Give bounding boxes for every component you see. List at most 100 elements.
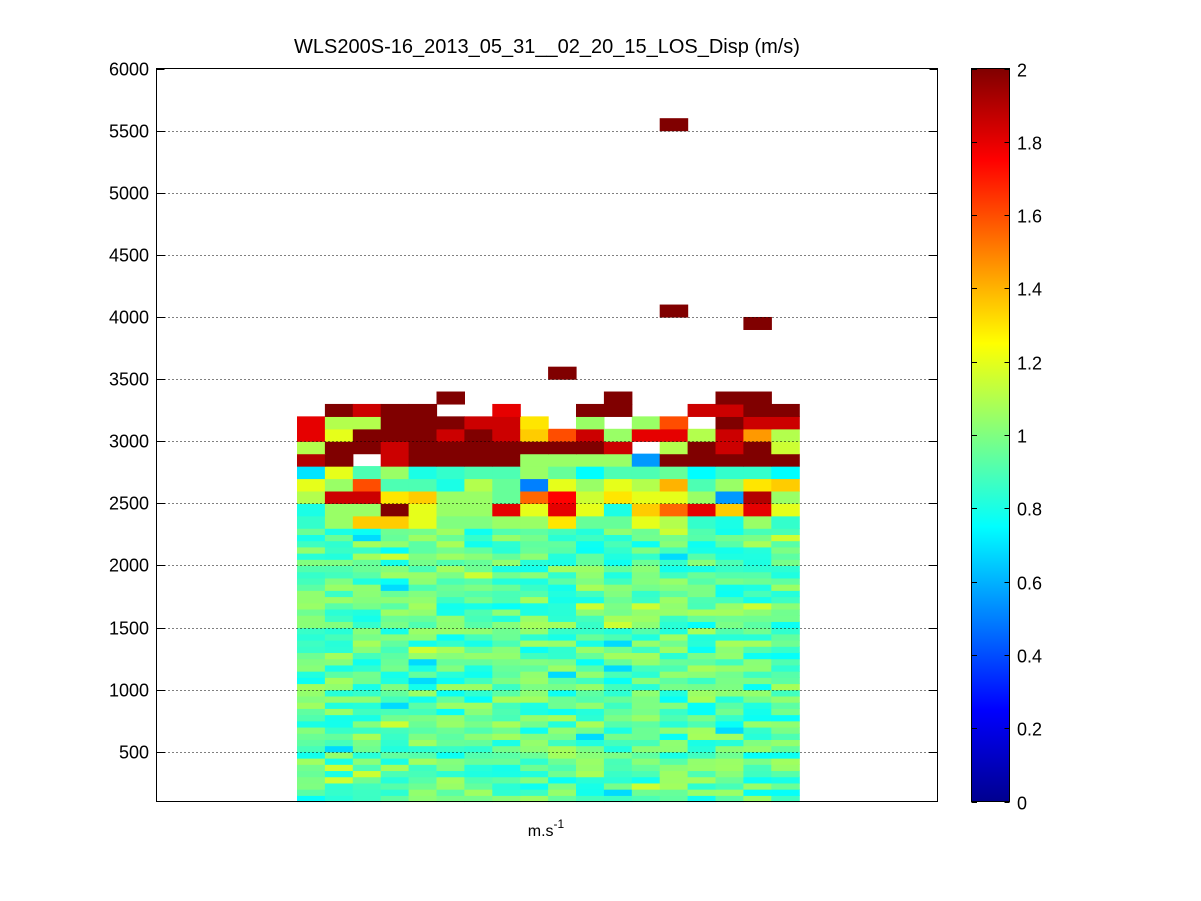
heatmap-cell <box>520 416 549 430</box>
heatmap-cell <box>492 714 521 722</box>
heatmap-cell <box>520 695 549 703</box>
y-tick-label: 2500 <box>109 494 149 514</box>
heatmap-cell <box>659 745 689 753</box>
heatmap-cell <box>520 664 549 672</box>
heatmap-cell <box>659 304 689 318</box>
heatmap-cell <box>687 770 717 778</box>
heatmap-cell <box>380 776 410 784</box>
heatmap-cell <box>408 745 438 753</box>
heatmap-cell <box>687 789 717 796</box>
heatmap-cell <box>520 714 549 722</box>
heatmap-cell <box>324 745 354 753</box>
heatmap-cell <box>380 702 410 709</box>
heatmap-cell <box>659 776 689 784</box>
heatmap-cell <box>771 596 800 604</box>
heatmap-cell <box>576 571 605 579</box>
heatmap-cell <box>548 590 577 598</box>
heatmap-cell <box>492 795 521 803</box>
heatmap-cell <box>548 633 577 641</box>
heatmap-cell <box>408 726 438 734</box>
heatmap-cell <box>380 602 410 610</box>
heatmap-cell <box>715 621 744 629</box>
heatmap-cell <box>436 621 465 629</box>
heatmap-cell <box>297 602 326 610</box>
heatmap-cell <box>603 528 633 535</box>
heatmap-cell <box>352 565 382 573</box>
heatmap-cell <box>743 453 772 467</box>
heatmap-cell <box>520 453 549 467</box>
heatmap-cell <box>659 428 689 442</box>
heatmap-cell <box>520 534 549 542</box>
heatmap-cell <box>631 571 661 579</box>
heatmap-cell <box>464 776 493 784</box>
heatmap-cell <box>492 646 521 654</box>
heatmap-cell <box>548 528 577 535</box>
heatmap-cell <box>687 546 717 554</box>
heatmap-cell <box>520 782 549 790</box>
heatmap-cell <box>352 577 382 585</box>
heatmap-cell <box>324 534 354 542</box>
heatmap-cell <box>352 571 382 579</box>
colorbar-tick-label: 0 <box>1017 794 1027 814</box>
heatmap-cell <box>576 714 605 722</box>
heatmap-cell <box>408 652 438 660</box>
heatmap-cell <box>548 745 577 753</box>
heatmap-cell <box>631 602 661 610</box>
heatmap-cell <box>576 646 605 654</box>
heatmap-cell <box>380 795 410 803</box>
heatmap-cell <box>324 621 354 629</box>
heatmap-cell <box>520 658 549 666</box>
heatmap-cell <box>464 695 493 703</box>
heatmap-cell <box>631 782 661 790</box>
heatmap-cell <box>715 758 744 765</box>
heatmap-cell <box>659 733 689 740</box>
heatmap-cell <box>297 708 326 716</box>
heatmap-cell <box>631 677 661 685</box>
heatmap-cell <box>297 652 326 660</box>
heatmap-cell <box>771 770 800 778</box>
heatmap-cell <box>576 490 605 504</box>
heatmap-cell <box>771 683 800 691</box>
heatmap-cell <box>548 733 577 740</box>
heatmap-cell <box>464 633 493 641</box>
heatmap-cell <box>743 764 772 772</box>
heatmap-cell <box>576 515 605 529</box>
heatmap-cell <box>771 528 800 535</box>
heatmap-cell <box>687 608 717 616</box>
heatmap-cell <box>743 478 772 492</box>
heatmap-cell <box>576 695 605 703</box>
heatmap-cell <box>324 658 354 666</box>
heatmap-cell <box>492 751 521 759</box>
heatmap-cell <box>548 366 577 380</box>
heatmap-cell <box>603 534 633 542</box>
heatmap-cell <box>659 689 689 697</box>
heatmap-cell <box>548 453 577 467</box>
heatmap-cell <box>408 789 438 796</box>
y-tick-label: 3000 <box>109 432 149 452</box>
heatmap-cell <box>715 671 744 678</box>
heatmap-cell <box>715 658 744 666</box>
heatmap-cell <box>659 720 689 728</box>
chart-title: WLS200S-16_2013_05_31__02_20_15_LOS_Disp… <box>294 36 800 58</box>
heatmap-cell <box>324 714 354 722</box>
heatmap-cell <box>715 764 744 772</box>
heatmap-cell <box>436 646 465 654</box>
heatmap-cell <box>324 689 354 697</box>
heatmap-cell <box>631 534 661 542</box>
heatmap-cell <box>520 652 549 660</box>
heatmap-cell <box>492 577 521 585</box>
heatmap-cell <box>743 689 772 697</box>
heatmap-cell <box>659 764 689 772</box>
heatmap-cell <box>352 664 382 672</box>
heatmap-cell <box>380 615 410 622</box>
heatmap-cell <box>631 615 661 622</box>
heatmap-cell <box>324 577 354 585</box>
heatmap-cell <box>631 559 661 567</box>
heatmap-cell <box>408 553 438 560</box>
heatmap-cell <box>715 745 744 753</box>
heatmap-cell <box>659 652 689 660</box>
heatmap-cell <box>715 633 744 641</box>
heatmap-cell <box>520 683 549 691</box>
heatmap-cell <box>659 503 689 517</box>
